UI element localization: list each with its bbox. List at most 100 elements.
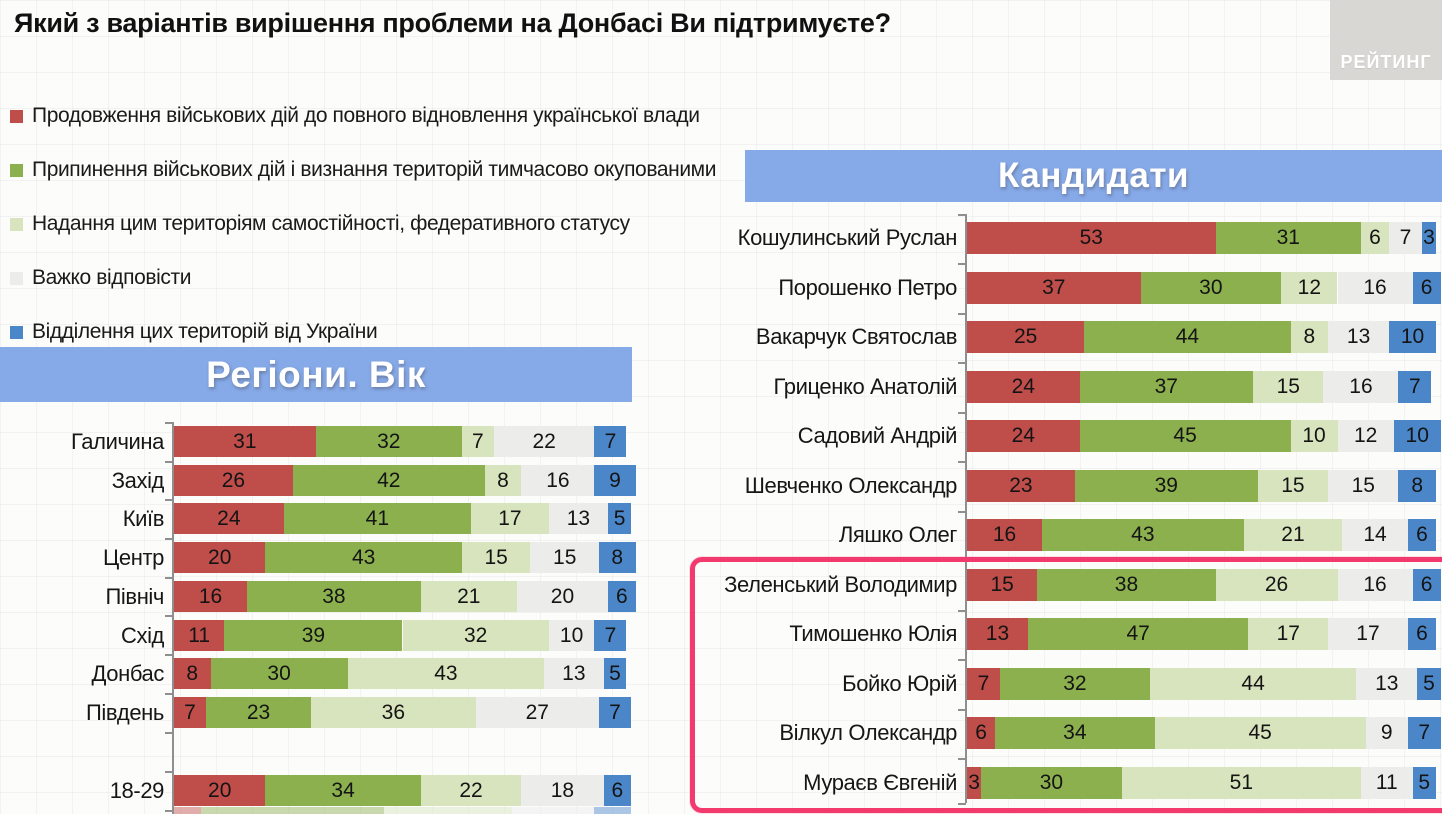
row-label: Тимошенко Юлія [789, 621, 957, 646]
axis-tick [958, 412, 966, 414]
bar-value: 7 [1399, 226, 1412, 249]
bar-value: 36 [381, 700, 406, 724]
bar-segment: 45 [1079, 420, 1291, 452]
bar-segment: 9 [1365, 717, 1408, 749]
bar-segment: 15 [967, 569, 1038, 601]
bar-segment: 7 [967, 668, 1000, 700]
bar-segment: 21 [420, 581, 517, 612]
axis-tick [958, 610, 966, 612]
bar-value: 5 [1418, 771, 1431, 794]
axis-tick [165, 422, 173, 424]
bar-value: 10 [1400, 325, 1425, 348]
bar-value: 3 [1423, 226, 1435, 249]
bar-segment: 43 [265, 542, 462, 573]
legend-item: Надання цим територіям самостійності, фе… [10, 212, 630, 236]
bar-segment: 5 [608, 503, 631, 534]
bar-segment: 7 [594, 620, 627, 651]
bar-segment: 27 [475, 697, 599, 728]
row-label: Мураєв Євгеній [803, 770, 957, 795]
bar-value: 20 [550, 584, 575, 608]
axis-tick [958, 263, 966, 265]
bar-value: 8 [1411, 474, 1424, 497]
bar-value: 5 [613, 506, 626, 530]
regions-age-banner: Регіони. Вік [0, 347, 632, 402]
bar-value: 42 [377, 468, 401, 492]
bar-segment: 41 [283, 503, 472, 534]
bar-segment: 34 [995, 717, 1155, 749]
bar-value: 9 [609, 468, 621, 492]
bar-value: 39 [301, 623, 326, 647]
bar-segment: 37 [1079, 371, 1254, 403]
bar-segment: 6 [603, 775, 631, 806]
bar-segment: 5 [603, 658, 627, 689]
bar-value: 7 [1418, 721, 1431, 744]
bar-value: 6 [611, 778, 624, 802]
bar-segment: 18 [521, 775, 604, 806]
bar-value: 34 [331, 778, 355, 802]
bar-segment: 22 [420, 775, 522, 806]
bar-value: 13 [566, 506, 591, 530]
bar-segment: 6 [608, 581, 636, 612]
bar-value: 18 [550, 778, 575, 802]
bar-segment: 9 [594, 465, 636, 496]
bar-value: 23 [1009, 474, 1033, 497]
bar-value: 20 [208, 778, 232, 802]
axis-tick [165, 810, 173, 812]
bar-value: 11 [1375, 771, 1398, 794]
bar-value: 45 [1173, 424, 1197, 447]
bar-segment: 34 [265, 775, 421, 806]
bar-segment: 16 [1337, 272, 1413, 304]
axis-tick [165, 538, 173, 540]
bar-segment: 7 [174, 697, 206, 728]
bar-value: 44 [1175, 325, 1200, 348]
bar-segment: 39 [224, 620, 403, 651]
bar-value: 13 [985, 622, 1010, 645]
bar-value: 17 [498, 506, 522, 530]
bar-segment: 16 [1337, 569, 1413, 601]
legend-swatch-icon [10, 163, 23, 177]
row-label: Зеленський Володимир [724, 572, 957, 597]
bar-segment: 42 [292, 465, 485, 496]
bar-value: 5 [1423, 672, 1435, 695]
rating-logo: РЕЙТИНГ [1330, 0, 1442, 80]
bar-segment: 43 [347, 658, 545, 689]
bar-value: 20 [208, 545, 232, 569]
legend-swatch-icon [10, 109, 23, 123]
axis-line [172, 422, 174, 814]
bar-value: 6 [1369, 226, 1381, 249]
bar-value: 45 [1248, 721, 1272, 744]
bar-segment: 25 [967, 321, 1085, 353]
bar-segment: 7 [1389, 222, 1422, 254]
bar-segment: 13 [1328, 321, 1390, 353]
bar-segment: 6 [1412, 569, 1441, 601]
bar-segment: 7 [594, 426, 627, 457]
bar-value: 32 [463, 623, 488, 647]
bar-value: 7 [1409, 375, 1421, 398]
bar-segment: 15 [1257, 470, 1329, 502]
axis-tick [165, 732, 173, 734]
bar-segment: 13 [1356, 668, 1418, 700]
bar-segment: 36 [311, 697, 476, 728]
bar-value: 37 [1042, 276, 1066, 299]
row-label: Вілкул Олександр [779, 720, 957, 745]
bar-segment: 6 [1407, 519, 1436, 551]
bar-value: 37 [1154, 375, 1178, 398]
bar-value: 23 [246, 700, 271, 724]
bar-segment: 45 [1154, 717, 1366, 749]
bar-segment: 8 [174, 658, 211, 689]
bar-value: 9 [1380, 721, 1393, 744]
bar-segment: 37 [967, 272, 1141, 304]
candidates-banner: Кандидати [745, 150, 1442, 202]
bar-segment: 51 [1121, 767, 1361, 799]
bar-value: 16 [1349, 375, 1373, 398]
bar-value: 7 [604, 623, 617, 647]
bar-segment: 30 [981, 767, 1122, 799]
axis-tick [958, 709, 966, 711]
bar-segment: 32 [999, 668, 1150, 700]
bar-value: 7 [604, 429, 617, 453]
bar-segment: 47 [1027, 618, 1249, 650]
bar-value: 25 [1013, 325, 1038, 348]
bar-value: 17 [1356, 622, 1380, 645]
bar-value: 16 [1363, 276, 1387, 299]
bar-value: 21 [1281, 523, 1305, 546]
